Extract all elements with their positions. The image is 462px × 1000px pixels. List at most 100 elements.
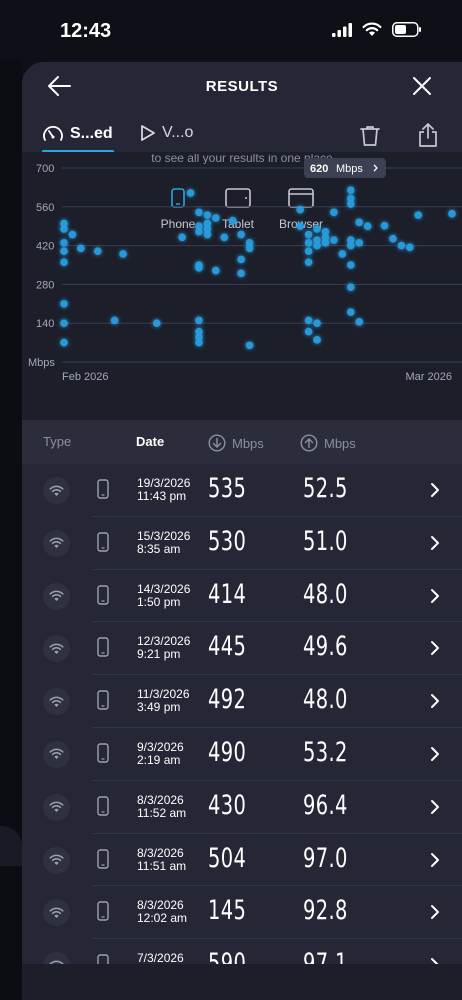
tab-video[interactable]: V...o <box>140 124 193 142</box>
table-row[interactable]: 11/3/2026 3:49 pm 492 48.0 <box>22 675 462 728</box>
data-point <box>60 239 68 247</box>
chevron-right-icon <box>430 482 440 503</box>
data-point <box>346 283 355 291</box>
data-point <box>406 243 414 252</box>
tab-speed[interactable]: S...ed <box>42 124 113 144</box>
active-tab-indicator <box>42 150 114 153</box>
status-icons <box>332 22 422 37</box>
wifi-icon <box>43 688 70 716</box>
data-point <box>304 230 313 239</box>
data-point <box>313 241 321 250</box>
chevron-right-icon <box>430 799 440 820</box>
column-download[interactable]: Mbps <box>208 434 264 452</box>
y-tick-label: 420 <box>36 241 54 253</box>
table-row[interactable]: 8/3/2026 11:52 am 430 96.4 <box>22 781 462 834</box>
background-card-edge <box>0 826 22 866</box>
y-tick-label: 560 <box>36 202 54 214</box>
close-icon <box>413 77 431 95</box>
phone-icon <box>97 584 109 610</box>
row-datetime: 12/3/2026 9:21 pm <box>137 635 190 661</box>
chevron-right-icon <box>430 746 440 767</box>
scatter-chart[interactable]: 700 560 420 280 140 Mbps Feb 2026 Mar 2026 620 Mb… <box>22 152 462 420</box>
row-upload: 51.0 <box>303 525 348 557</box>
data-point <box>195 333 203 341</box>
phone-icon <box>97 848 109 874</box>
row-download: 504 <box>208 842 247 874</box>
data-point <box>237 230 245 239</box>
data-point <box>346 261 355 269</box>
table-row[interactable]: 8/3/2026 12:02 am 145 92.8 <box>22 886 462 939</box>
row-time: 11:52 am <box>137 805 187 820</box>
share-button[interactable] <box>418 122 440 150</box>
wifi-icon <box>43 635 70 663</box>
arrow-left-icon <box>48 76 71 96</box>
row-datetime: 14/3/2026 1:50 pm <box>137 581 191 609</box>
row-date: 8/3/2026 <box>137 845 184 860</box>
data-point <box>355 318 364 326</box>
table-row[interactable]: 12/3/2026 9:21 pm 445 49.6 <box>22 622 462 675</box>
results-list: 19/3/2026 11:43 pm 535 52.5 15/3/2026 8:35 am… <box>22 464 462 992</box>
share-icon <box>419 123 437 147</box>
chevron-right-icon <box>430 535 440 556</box>
phone-icon <box>97 901 109 926</box>
row-download: 414 <box>208 578 247 610</box>
chevron-right-icon <box>430 904 440 925</box>
back-button[interactable] <box>46 74 76 100</box>
play-icon <box>141 125 155 141</box>
data-point <box>304 258 313 267</box>
wifi-icon <box>43 846 70 874</box>
data-point <box>304 316 313 325</box>
row-time: 12:02 am <box>137 911 188 926</box>
row-time: 3:49 pm <box>137 700 181 715</box>
tooltip-unit: Mbps <box>336 163 363 175</box>
upload-arrow-icon <box>300 434 318 452</box>
wifi-status-icon <box>362 22 382 36</box>
page-title: RESULTS <box>205 78 279 95</box>
tooltip-box <box>304 158 386 178</box>
data-point <box>355 239 364 247</box>
row-date: 9/3/2026 <box>137 739 184 754</box>
data-point <box>321 233 330 242</box>
delete-button[interactable] <box>358 124 384 150</box>
table-row[interactable]: 9/3/2026 2:19 am 490 53.2 <box>22 728 462 781</box>
row-date: 7/3/2026 <box>137 951 184 966</box>
data-point <box>304 327 313 336</box>
row-date: 14/3/2026 <box>137 581 191 596</box>
row-upload: 53.2 <box>303 736 348 768</box>
row-datetime: 9/3/2026 2:19 am <box>137 739 184 767</box>
data-point <box>304 239 313 247</box>
row-datetime: 15/3/2026 8:35 am <box>137 529 190 556</box>
wifi-icon <box>43 899 70 927</box>
column-date[interactable]: Date <box>136 434 165 449</box>
y-tick-label: 140 <box>36 318 54 330</box>
table-row[interactable]: 15/3/2026 8:35 am 530 51.0 <box>22 517 462 570</box>
data-point <box>178 233 186 242</box>
chart-intro-text: to see all your results in one place <box>151 154 333 164</box>
data-point <box>237 255 245 264</box>
data-point <box>110 316 119 325</box>
tooltip-chevron-icon <box>373 164 378 172</box>
x-tick-label: Feb 2026 <box>62 371 108 383</box>
row-time: 8:35 am <box>137 541 181 556</box>
column-upload[interactable]: Mbps <box>300 434 356 452</box>
data-point <box>195 327 203 336</box>
row-datetime: 11/3/2026 3:49 pm <box>137 688 190 714</box>
data-point <box>60 319 68 327</box>
row-time: 11:51 am <box>137 858 187 873</box>
row-upload: 97.0 <box>303 842 348 874</box>
row-date: 19/3/2026 <box>137 476 191 490</box>
close-button[interactable] <box>412 76 434 98</box>
data-point <box>313 225 321 233</box>
table-row[interactable]: 8/3/2026 11:51 am 504 97.0 <box>22 834 462 887</box>
speedometer-icon <box>43 126 63 141</box>
filter-phone[interactable]: Phone <box>148 188 208 231</box>
table-row[interactable]: 19/3/2026 11:43 pm 535 52.5 <box>22 464 462 517</box>
data-point <box>93 247 102 255</box>
table-row[interactable]: 14/3/2026 1:50 pm 414 48.0 <box>22 570 462 623</box>
column-type[interactable]: Type <box>43 434 72 449</box>
data-point <box>212 266 220 275</box>
phone-icon <box>97 637 109 662</box>
data-point <box>203 219 212 228</box>
row-date: 12/3/2026 <box>137 634 191 649</box>
wifi-icon <box>43 740 70 768</box>
